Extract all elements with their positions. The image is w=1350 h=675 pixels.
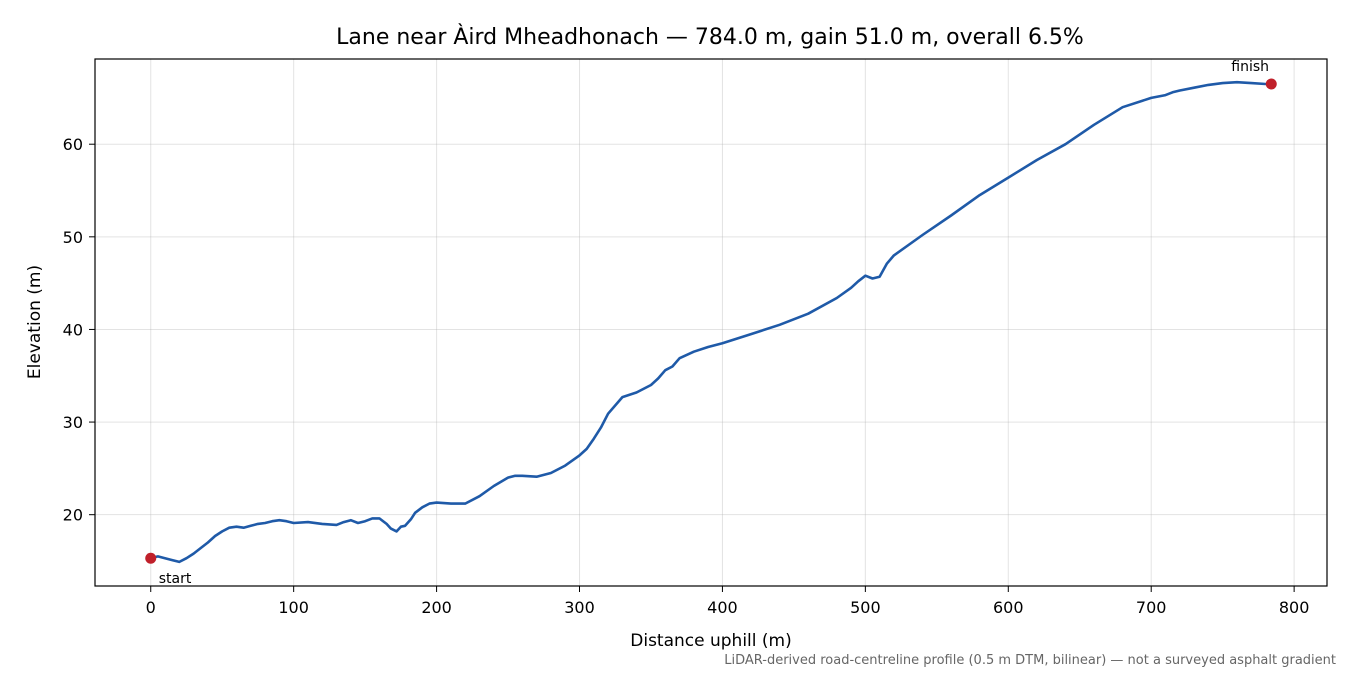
y-tick-label: 50: [63, 228, 83, 247]
plot-frame: [94, 58, 1328, 587]
grid-layer: [95, 59, 1327, 586]
finish-marker: [1265, 78, 1277, 90]
footnote: LiDAR-derived road-centreline profile (0…: [724, 653, 1336, 668]
x-tick-label: 800: [1279, 598, 1310, 617]
x-tick-label: 0: [146, 598, 156, 617]
start-marker: [145, 552, 157, 564]
elevation-line: [149, 80, 1273, 564]
y-tick-label: 20: [63, 506, 83, 525]
x-tick-label: 700: [1136, 598, 1167, 617]
x-tick-label: 300: [564, 598, 595, 617]
y-tick-label: 60: [63, 135, 83, 154]
x-tick-label: 400: [707, 598, 738, 617]
x-tick-label: 600: [993, 598, 1024, 617]
markers-layer: start finish: [145, 59, 1277, 587]
finish-label: finish: [1231, 59, 1269, 75]
y-tick-label: 30: [63, 413, 83, 432]
y-axis-label: Elevation (m): [25, 265, 45, 379]
ticks-layer: 0 100 200 300 400 500 600 700 800 20 30 40 50 60: [63, 135, 1310, 617]
start-label: start: [159, 571, 192, 587]
x-tick-label: 200: [421, 598, 452, 617]
x-tick-label: 100: [278, 598, 309, 617]
x-tick-label: 500: [850, 598, 881, 617]
x-axis-label: Distance uphill (m): [630, 631, 791, 651]
y-tick-label: 40: [63, 320, 83, 339]
chart-title: Lane near Àird Mheadhonach — 784.0 m, ga…: [336, 24, 1084, 50]
